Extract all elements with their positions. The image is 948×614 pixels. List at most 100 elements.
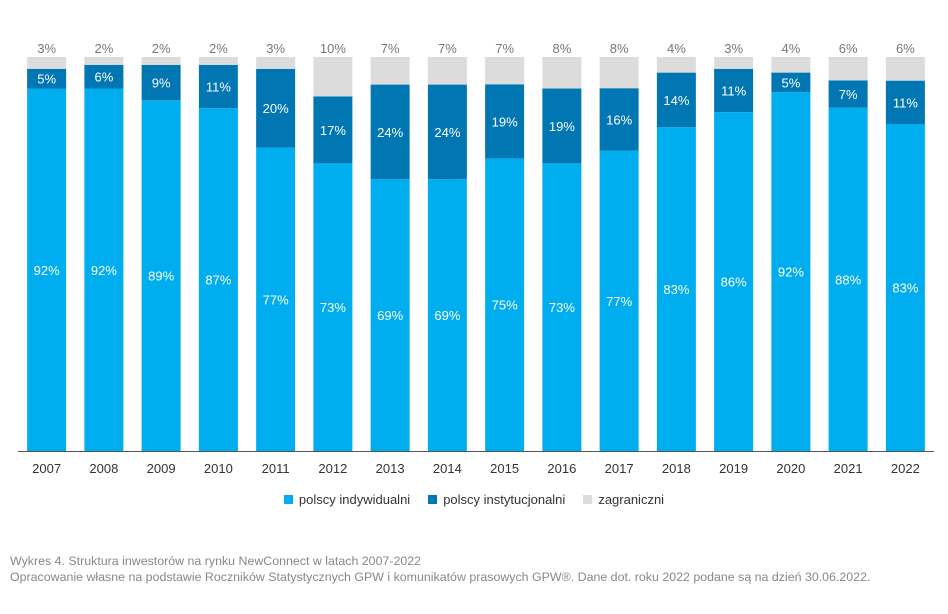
bar-segment-2017-s2 [599, 57, 639, 89]
bar-segment-2007-s2 [27, 57, 67, 69]
bar-segment-2007-s0 [27, 88, 67, 452]
data-label-2014-s1: 24% [434, 125, 460, 140]
bar-segment-2011-s1 [256, 68, 296, 148]
bar-segment-2011-s2 [256, 57, 296, 69]
bar-segment-2021-s1 [828, 80, 868, 108]
legend-label-polscy-instytucjonalni: polscy instytucjonalni [443, 492, 566, 507]
legend-item-polscy-instytucjonalni: polscy instytucjonalni [428, 492, 565, 507]
data-label-2017-s2: 8% [610, 41, 629, 56]
bar-segment-2022-s1 [885, 80, 925, 124]
bar-segment-2009-s0 [141, 100, 181, 451]
x-tick-label-2007: 2007 [32, 461, 61, 476]
stacked-bar-chart: 92% 5% 3% 2007 92% 6% 2% 2008 89% 9% 2% 2009 87% 11% 2… [18, 41, 934, 476]
bar-segment-2008-s2 [84, 57, 124, 65]
data-label-2012-s1: 17% [320, 123, 346, 138]
data-label-2011-s1: 20% [263, 101, 289, 116]
data-label-2016-s1: 19% [549, 119, 575, 134]
data-label-2012-s0: 73% [320, 300, 346, 315]
data-label-2013-s2: 7% [381, 41, 400, 56]
x-tick-label-2013: 2013 [376, 461, 405, 476]
data-label-2007-s1: 5% [37, 72, 56, 87]
bar-segment-2018-s0 [656, 127, 696, 451]
data-label-2010-s0: 87% [205, 273, 231, 288]
bar-segment-2010-s1 [198, 64, 238, 109]
x-tick-label-2017: 2017 [605, 461, 634, 476]
data-label-2016-s2: 8% [552, 41, 571, 56]
legend-swatch-zagraniczni [583, 495, 593, 504]
bar-segment-2008-s0 [84, 88, 124, 452]
bar-segment-2013-s2 [370, 57, 410, 85]
bar-segment-2014-s2 [427, 57, 467, 85]
bar-segment-2020-s1 [771, 72, 811, 93]
data-label-2017-s0: 77% [606, 294, 632, 309]
data-label-2009-s1: 9% [152, 76, 171, 91]
bar-segment-2022-s2 [885, 57, 925, 81]
bar-segment-2014-s0 [427, 179, 467, 451]
chart-legend: polscy indywidualni polscy instytucjonal… [0, 492, 948, 507]
bar-segment-2020-s0 [771, 92, 811, 451]
data-label-2022-s1: 11% [893, 95, 918, 110]
x-tick-label-2010: 2010 [204, 461, 233, 476]
data-label-2015-s0: 75% [492, 298, 518, 313]
legend-item-zagraniczni: zagraniczni [583, 492, 664, 507]
x-tick-label-2015: 2015 [490, 461, 519, 476]
legend-swatch-polscy-indywidualni [283, 495, 293, 504]
caption-title: Wykres 4. Struktura inwestorów na rynku … [10, 554, 422, 568]
x-tick-label-2022: 2022 [891, 461, 920, 476]
legend-swatch-polscy-instytucjonalni [428, 495, 438, 504]
data-label-2011-s0: 77% [263, 292, 289, 307]
x-tick-label-2008: 2008 [89, 461, 118, 476]
x-tick-label-2018: 2018 [662, 461, 691, 476]
x-tick-label-2016: 2016 [547, 461, 576, 476]
data-label-2010-s1: 11% [206, 80, 231, 95]
data-label-2022-s0: 83% [892, 280, 918, 295]
bar-segment-2017-s1 [599, 88, 639, 151]
data-label-2016-s0: 73% [549, 300, 575, 315]
data-label-2014-s0: 69% [434, 308, 460, 323]
bar-segment-2012-s1 [313, 96, 353, 164]
data-label-2009-s0: 89% [148, 269, 174, 284]
bar-segment-2021-s2 [828, 57, 868, 81]
data-label-2021-s0: 88% [835, 272, 861, 287]
data-label-2017-s1: 16% [606, 112, 632, 127]
x-tick-label-2020: 2020 [776, 461, 805, 476]
bar-segment-2018-s2 [656, 57, 696, 73]
bar-segment-2017-s0 [599, 150, 639, 451]
bar-segment-2019-s0 [714, 112, 754, 451]
caption-source: Opracowanie własne na podstawie Rocznikó… [10, 570, 871, 584]
data-label-2014-s2: 7% [438, 41, 457, 56]
data-label-2007-s2: 3% [37, 41, 56, 56]
legend-item-polscy-indywidualni: polscy indywidualni [283, 492, 411, 507]
bar-segment-2009-s1 [141, 64, 181, 101]
data-label-2020-s0: 92% [778, 265, 804, 280]
x-tick-label-2012: 2012 [318, 461, 347, 476]
data-label-2011-s2: 3% [266, 41, 285, 56]
data-label-2019-s2: 3% [724, 41, 743, 56]
data-label-2012-s2: 10% [320, 41, 346, 56]
data-label-2021-s1: 7% [839, 87, 858, 102]
bar-segment-2015-s1 [485, 84, 525, 159]
data-label-2013-s0: 69% [377, 308, 403, 323]
data-label-2009-s2: 2% [152, 41, 171, 56]
bar-segment-2012-s0 [313, 163, 353, 451]
bar-segment-2019-s2 [714, 57, 754, 69]
data-label-2020-s1: 5% [781, 75, 800, 90]
bar-segment-2016-s2 [542, 57, 582, 89]
bar-segment-2013-s1 [370, 84, 410, 180]
bar-segment-2013-s0 [370, 179, 410, 451]
data-label-2019-s0: 86% [721, 275, 747, 290]
data-label-2021-s2: 6% [839, 41, 858, 56]
data-label-2018-s2: 4% [667, 41, 686, 56]
data-label-2015-s2: 7% [495, 41, 514, 56]
legend-label-zagraniczni: zagraniczni [598, 492, 665, 507]
bar-segment-2008-s1 [84, 64, 124, 89]
bar-segment-2016-s1 [542, 88, 582, 164]
x-tick-label-2009: 2009 [147, 461, 176, 476]
legend-label-polscy-indywidualni: polscy indywidualni [298, 492, 411, 507]
data-label-2010-s2: 2% [209, 41, 228, 56]
data-label-2008-s2: 2% [94, 41, 113, 56]
data-label-2008-s1: 6% [94, 70, 113, 85]
bar-segment-2014-s1 [427, 84, 467, 180]
x-tick-label-2021: 2021 [834, 461, 863, 476]
bar-segment-2018-s1 [656, 72, 696, 128]
